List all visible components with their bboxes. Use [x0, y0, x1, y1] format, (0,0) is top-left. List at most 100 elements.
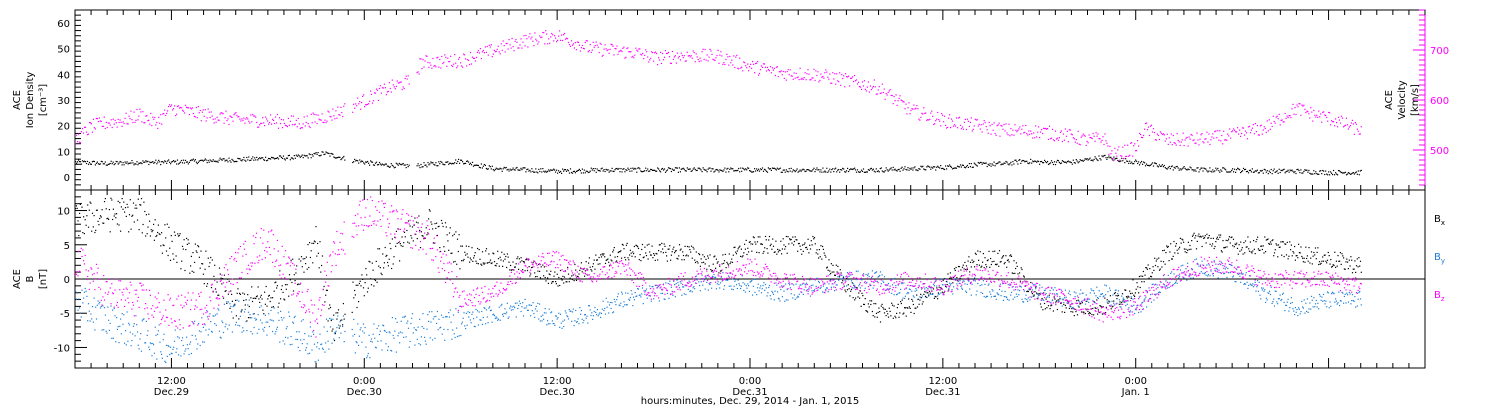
density-point — [333, 156, 335, 158]
b-point — [1348, 259, 1350, 261]
density-point — [960, 166, 962, 168]
density-point — [959, 164, 962, 166]
velocity-point — [1196, 132, 1198, 134]
b-point — [726, 261, 728, 263]
b-point — [686, 254, 688, 256]
b-point — [317, 242, 319, 245]
b-point — [264, 303, 266, 305]
density-point — [770, 169, 772, 171]
density-point — [1165, 168, 1167, 170]
b-point — [563, 276, 566, 278]
b-point — [731, 258, 733, 260]
velocity-point — [489, 46, 491, 48]
density-point — [312, 155, 314, 157]
b-point — [577, 276, 579, 278]
density-point — [753, 171, 755, 173]
b-point — [1273, 255, 1275, 257]
velocity-point — [1096, 135, 1098, 137]
velocity-point — [529, 33, 531, 35]
b-point — [1044, 308, 1046, 310]
velocity-point — [305, 121, 307, 123]
density-point — [838, 169, 840, 171]
b-point — [1338, 260, 1340, 262]
b-point — [806, 248, 808, 250]
density-point — [696, 169, 698, 171]
b-point — [149, 342, 151, 344]
b-point — [159, 233, 161, 236]
b-point — [218, 267, 221, 269]
b-point — [567, 273, 570, 275]
density-point — [728, 171, 730, 173]
density-point — [624, 171, 626, 173]
velocity-point — [947, 126, 949, 128]
b-point — [268, 294, 270, 296]
velocity-point — [382, 87, 384, 89]
density-point — [202, 160, 204, 162]
b-point — [473, 318, 475, 320]
b-point — [180, 268, 182, 270]
b-point — [838, 275, 841, 277]
density-point — [961, 164, 963, 166]
b-point — [1341, 253, 1343, 255]
velocity-point — [1325, 115, 1327, 117]
density-point — [886, 169, 888, 171]
density-point — [1033, 161, 1035, 163]
b-point — [979, 251, 981, 253]
velocity-point — [265, 116, 267, 118]
velocity-point — [935, 120, 937, 122]
density-point — [722, 170, 724, 172]
velocity-point — [292, 115, 294, 117]
b-point — [88, 209, 90, 211]
density-point — [872, 168, 874, 170]
b-point — [673, 246, 675, 248]
velocity-point — [1018, 128, 1020, 130]
b-point — [612, 312, 614, 314]
b-point — [1306, 255, 1308, 257]
density-point — [1089, 157, 1091, 159]
velocity-point — [342, 116, 344, 118]
velocity-point — [398, 82, 400, 84]
b-point — [1303, 257, 1305, 259]
b-point — [404, 315, 406, 317]
density-point — [175, 160, 177, 162]
density-point — [1130, 162, 1132, 164]
density-point — [986, 165, 988, 168]
density-point — [1281, 170, 1283, 172]
velocity-point — [974, 118, 976, 120]
density-point — [135, 163, 137, 165]
b-point — [641, 243, 644, 246]
b-point — [1063, 303, 1065, 306]
density-point — [183, 162, 186, 164]
velocity-point — [919, 119, 921, 121]
b-point — [489, 306, 491, 308]
b-point — [616, 260, 618, 262]
density-point — [367, 160, 369, 163]
b-point — [1076, 314, 1079, 316]
velocity-point — [353, 103, 355, 105]
velocity-point — [674, 55, 676, 57]
b-point — [640, 296, 642, 298]
velocity-point — [474, 60, 477, 62]
velocity-point — [958, 116, 961, 118]
velocity-point — [995, 134, 997, 136]
velocity-point — [926, 119, 928, 121]
b-point — [286, 284, 288, 286]
density-point — [928, 165, 930, 168]
b-point — [941, 288, 943, 290]
density-point — [590, 167, 592, 169]
b-point — [223, 274, 225, 276]
b-point — [185, 348, 187, 350]
density-point — [864, 171, 866, 173]
density-point — [268, 157, 270, 160]
density-point — [677, 171, 679, 173]
b-point — [529, 275, 531, 277]
b-point — [434, 337, 436, 339]
density-point — [1208, 170, 1210, 172]
density-point — [187, 163, 189, 165]
b-point — [1088, 313, 1090, 315]
density-point — [1249, 169, 1252, 171]
velocity-point — [460, 62, 462, 64]
b-point — [1015, 262, 1017, 264]
b-point — [539, 277, 541, 279]
density-point — [1261, 169, 1263, 172]
